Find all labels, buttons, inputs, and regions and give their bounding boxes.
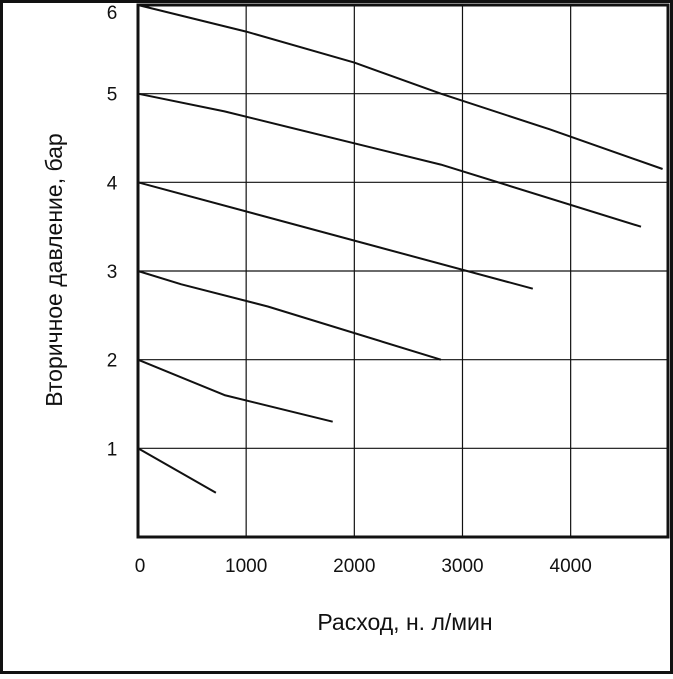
- x-tick-label-2000: 2000: [333, 556, 375, 577]
- series-line-3: [137, 270, 442, 361]
- y-tick-label-5: 5: [107, 85, 118, 106]
- x-axis-label: Расход, н. л/мин: [317, 609, 492, 635]
- y-tick-label-4: 4: [107, 173, 118, 194]
- x-tick-label-1000: 1000: [225, 556, 267, 577]
- y-tick-labels: 1 2 3 4 5 6: [107, 3, 118, 460]
- y-tick-label-1: 1: [107, 439, 118, 460]
- y-tick-label-3: 3: [107, 262, 118, 283]
- series-line-4: [137, 181, 534, 290]
- series-lines: [137, 4, 663, 494]
- x-tick-label-3000: 3000: [441, 556, 483, 577]
- y-axis-label: Вторичное давление, бар: [41, 133, 67, 406]
- x-tick-label-0: 0: [135, 556, 146, 577]
- series-line-5: [137, 92, 642, 228]
- x-tick-label-4000: 4000: [550, 556, 592, 577]
- y-tick-label-2: 2: [107, 351, 118, 372]
- x-tick-labels: 0 1000 2000 3000 4000: [135, 556, 592, 577]
- grid: [138, 5, 668, 537]
- series-line-2: [137, 358, 333, 423]
- series-line-1: [137, 447, 217, 494]
- series-line-6: [137, 4, 663, 170]
- y-tick-label-6: 6: [107, 3, 118, 24]
